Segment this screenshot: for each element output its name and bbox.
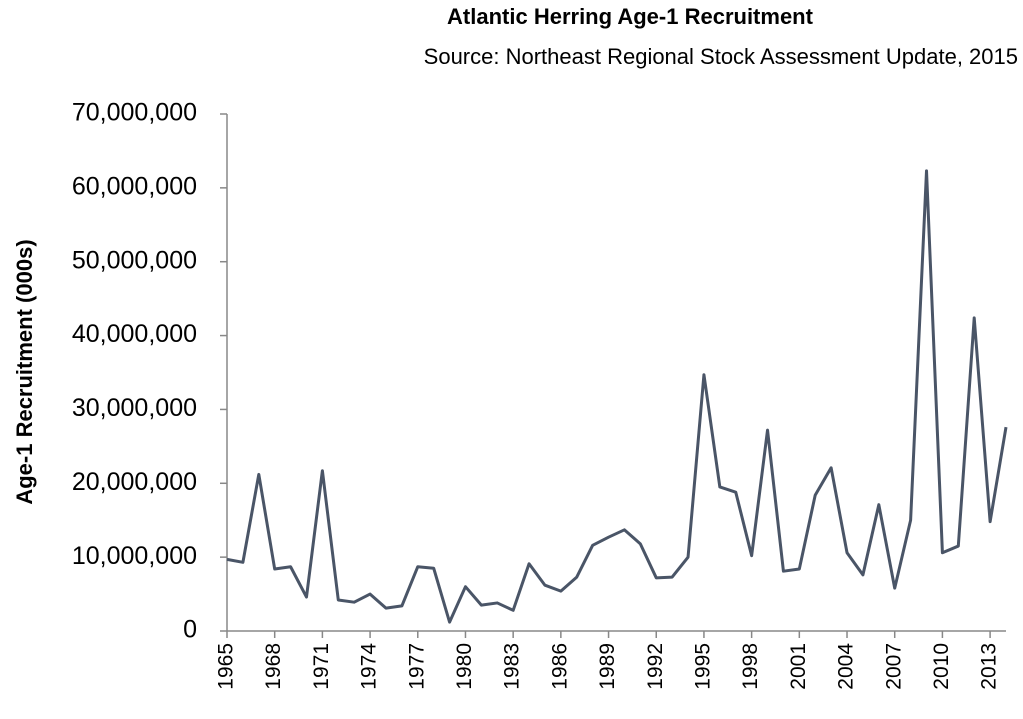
x-tick-label: 1965 (215, 643, 238, 690)
x-tick-label: 1980 (453, 643, 476, 690)
x-tick-label: 1995 (691, 643, 714, 690)
x-tick-label: 1992 (644, 643, 667, 690)
y-tick-label: 40,000,000 (72, 320, 197, 348)
y-tick-label: 20,000,000 (72, 468, 197, 496)
x-tick-label: 1971 (310, 643, 333, 690)
y-tick-label: 0 (183, 616, 197, 644)
y-tick-label: 70,000,000 (72, 99, 197, 127)
x-tick-label: 2013 (978, 643, 1001, 690)
chart-title: Atlantic Herring Age-1 Recruitment (447, 4, 814, 29)
y-tick-label: 10,000,000 (72, 542, 197, 570)
x-tick-label: 1989 (596, 643, 619, 690)
chart-subtitle: Source: Northeast Regional Stock Assessm… (424, 44, 1018, 69)
x-tick-label: 2001 (787, 643, 810, 690)
x-tick-label: 1986 (548, 643, 571, 690)
y-tick-label: 60,000,000 (72, 172, 197, 200)
x-tick-label: 1977 (405, 643, 428, 690)
y-tick-label: 30,000,000 (72, 394, 197, 422)
y-axis-label: Age-1 Recruitment (000s) (12, 239, 37, 504)
x-tick-label: 1998 (739, 643, 762, 690)
x-tick-label: 2007 (882, 643, 905, 690)
x-tick-label: 2010 (930, 643, 953, 690)
x-tick-label: 1974 (358, 643, 381, 690)
x-tick-label: 1983 (501, 643, 524, 690)
x-tick-label: 2004 (835, 643, 858, 690)
y-tick-label: 50,000,000 (72, 246, 197, 274)
data-line (226, 169, 1008, 624)
x-tick-label: 1968 (262, 643, 285, 690)
